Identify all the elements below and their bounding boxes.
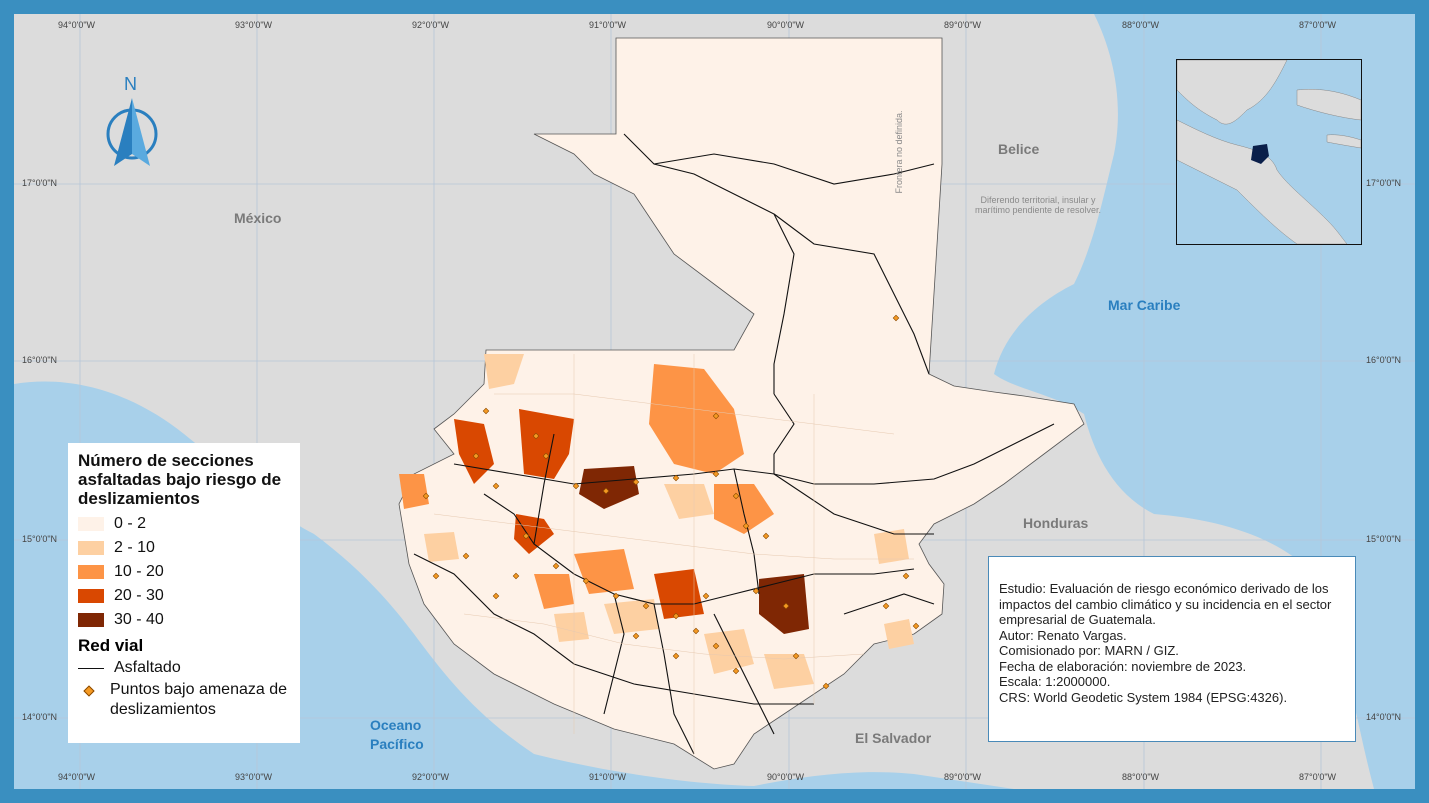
label-mexico: México: [234, 210, 282, 226]
grat-right-15: 15°0'0"N: [1366, 534, 1402, 544]
legend-asfaltado: Asfaltado: [78, 656, 290, 680]
grat-right-16: 16°0'0"N: [1366, 355, 1402, 365]
label-honduras: Honduras: [1023, 515, 1089, 531]
grat-top-94: 94°0'0"W: [58, 20, 96, 30]
inset-map[interactable]: [1176, 59, 1362, 245]
legend-title: Número de secciones asfaltadas bajo ries…: [78, 451, 282, 508]
risk-patches: [399, 354, 914, 689]
legend-swatch: [78, 565, 104, 579]
label-belice: Belice: [998, 141, 1040, 157]
grat-left-17: 17°0'0"N: [22, 178, 58, 188]
legend-swatch: [78, 613, 104, 627]
grat-left-16: 16°0'0"N: [22, 355, 58, 365]
north-arrow-icon: [106, 98, 158, 166]
legend-swatch: [78, 541, 104, 555]
legend-class-label: 10 - 20: [114, 563, 164, 580]
legend-class-0: 0 - 2: [78, 512, 290, 536]
grat-top-91: 91°0'0"W: [589, 20, 627, 30]
grat-bottom-87: 87°0'0"W: [1299, 772, 1337, 782]
grat-top-92: 92°0'0"W: [412, 20, 450, 30]
legend-class-label: 0 - 2: [114, 515, 147, 532]
municipal-borders: [433, 354, 914, 754]
legend: Número de secciones asfaltadas bajo ries…: [68, 443, 300, 743]
grat-right-14: 14°0'0"N: [1366, 712, 1402, 722]
info-line-crs: CRS: World Geodetic System 1984 (EPSG:43…: [999, 689, 1288, 705]
grat-bottom-92: 92°0'0"W: [412, 772, 450, 782]
north-arrow: N: [104, 74, 160, 166]
info-box: Estudio: Evaluación de riesgo económico …: [988, 556, 1356, 742]
info-line-escala: Escala: 1:2000000.: [999, 674, 1111, 689]
grat-top-89: 89°0'0"W: [944, 20, 982, 30]
label-pacifico: Pacífico: [370, 736, 424, 752]
map-canvas[interactable]: 94°0'0"W 93°0'0"W 92°0'0"W 91°0'0"W 90°0…: [14, 14, 1415, 789]
info-line-estudio: Estudio: Evaluación de riesgo económico …: [999, 581, 1332, 627]
label-oceano: Oceano: [370, 717, 422, 733]
legend-asfaltado-label: Asfaltado: [114, 659, 181, 676]
legend-class-4: 30 - 40: [78, 608, 290, 632]
grat-right-17: 17°0'0"N: [1366, 178, 1402, 188]
grat-bottom-89: 89°0'0"W: [944, 772, 982, 782]
label-mar-caribe: Mar Caribe: [1108, 297, 1181, 313]
grat-top-90: 90°0'0"W: [767, 20, 805, 30]
label-el-salvador: El Salvador: [855, 730, 932, 746]
info-line-fecha: Fecha de elaboración: noviembre de 2023.: [999, 658, 1247, 674]
north-letter: N: [124, 74, 137, 94]
label-diferendo: Diferendo territorial, insular y marítim…: [974, 195, 1102, 215]
grat-top-87: 87°0'0"W: [1299, 20, 1337, 30]
info-line-comisionado: Comisionado por: MARN / GIZ.: [999, 643, 1179, 658]
legend-class-label: 20 - 30: [114, 587, 164, 604]
grat-top-88: 88°0'0"W: [1122, 20, 1160, 30]
road-line-icon: [78, 667, 104, 669]
grat-top-93: 93°0'0"W: [235, 20, 273, 30]
landslide-points: [422, 314, 920, 690]
grat-left-15: 15°0'0"N: [22, 534, 58, 544]
grat-bottom-90: 90°0'0"W: [767, 772, 805, 782]
legend-class-label: 2 - 10: [114, 539, 155, 556]
grat-bottom-93: 93°0'0"W: [235, 772, 273, 782]
pacific-ocean-south: [534, 754, 1014, 789]
grat-left-14: 14°0'0"N: [22, 712, 58, 722]
label-frontera: Frontera no definida.: [894, 110, 904, 194]
grat-bottom-88: 88°0'0"W: [1122, 772, 1160, 782]
legend-class-1: 2 - 10: [78, 536, 290, 560]
legend-class-label: 30 - 40: [114, 611, 164, 628]
grat-bottom-91: 91°0'0"W: [589, 772, 627, 782]
legend-swatch: [78, 589, 104, 603]
legend-red-vial-title: Red vial: [78, 636, 144, 655]
legend-puntos: Puntos bajo amenaza de deslizamientos: [78, 680, 290, 720]
grat-bottom-94: 94°0'0"W: [58, 772, 96, 782]
info-line-autor: Autor: Renato Vargas.: [999, 627, 1127, 643]
legend-puntos-label: Puntos bajo amenaza de deslizamientos: [110, 681, 288, 718]
inset-map-svg: [1177, 60, 1361, 244]
landslide-point-icon: [83, 685, 95, 697]
legend-class-2: 10 - 20: [78, 560, 290, 584]
legend-class-3: 20 - 30: [78, 584, 290, 608]
legend-swatch: [78, 517, 104, 531]
